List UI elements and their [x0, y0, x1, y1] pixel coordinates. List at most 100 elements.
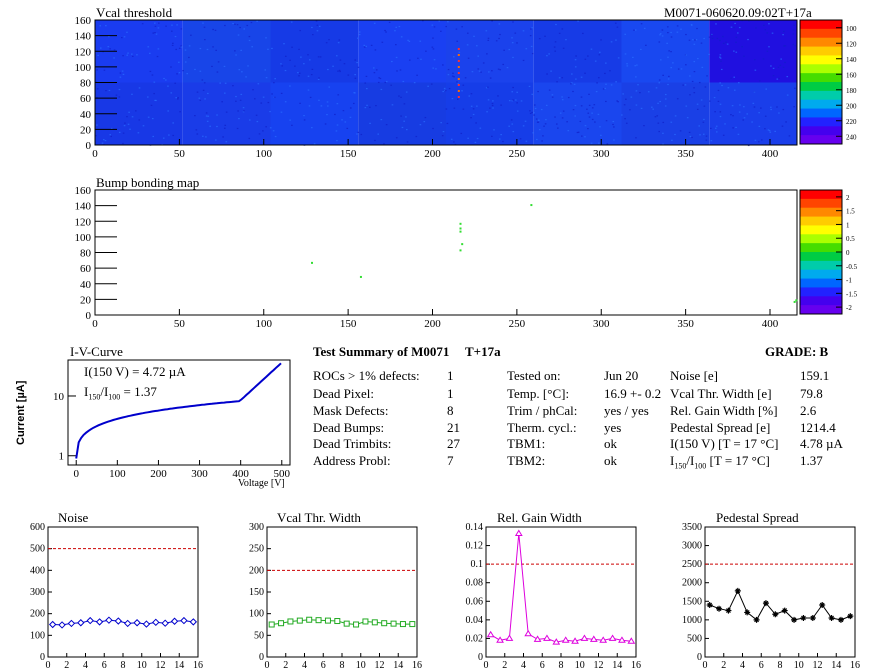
pixel-speckle [248, 119, 251, 121]
data-point [819, 602, 826, 608]
pixel-speckle [613, 126, 615, 128]
summary-label: Tested on: [507, 368, 561, 383]
pixel-speckle [454, 143, 457, 146]
pixel-speckle [221, 101, 223, 103]
pixel-speckle [176, 73, 178, 75]
pixel-speckle [746, 113, 749, 115]
pixel-speckle [357, 66, 360, 68]
pixel-speckle [258, 133, 261, 135]
pixel-speckle [605, 100, 607, 103]
pixel-speckle [577, 131, 580, 133]
pixel-speckle [157, 48, 160, 50]
pixel-speckle [150, 104, 153, 106]
data-point [67, 619, 76, 628]
pixel-speckle [243, 110, 245, 112]
pixel-speckle [222, 136, 224, 138]
pixel-speckle [764, 128, 766, 130]
dead-bump [311, 261, 313, 264]
pixel-speckle [696, 103, 699, 105]
pixel-speckle [316, 24, 319, 26]
data-point [627, 637, 636, 644]
data-point [618, 636, 626, 643]
palette-band [800, 90, 842, 101]
pixel-speckle [135, 110, 137, 112]
pixel-speckle [555, 123, 558, 125]
pixel-speckle [554, 41, 557, 43]
pixel-speckle [758, 112, 760, 114]
pixel-speckle [153, 81, 156, 83]
pixel-speckle [120, 36, 123, 39]
pixel-speckle [224, 82, 227, 84]
y-tick-label: 100 [30, 630, 45, 641]
pixel-speckle [710, 34, 713, 36]
pixel-speckle [514, 32, 517, 34]
data-point [837, 616, 844, 623]
pixel-speckle [478, 70, 481, 72]
pixel-speckle [667, 83, 669, 86]
roc-tile [358, 20, 446, 83]
pixel-speckle [765, 88, 768, 90]
data-point [496, 636, 504, 643]
pixel-speckle [235, 95, 237, 98]
pixel-speckle [511, 100, 514, 102]
pixel-speckle [470, 105, 473, 107]
pixel-speckle [327, 105, 329, 107]
pixel-speckle [733, 26, 735, 29]
pixel-speckle [468, 95, 471, 97]
pixel-speckle [142, 125, 145, 127]
pixel-speckle [629, 109, 631, 111]
palette-band [800, 117, 842, 127]
data-point [95, 618, 104, 626]
summary-value: ok [604, 436, 617, 451]
pixel-speckle [264, 69, 267, 71]
pixel-speckle [647, 91, 650, 93]
chart-2: 0 2 4 6 8 10 12 14 16 0 0.02 0.04 0.06 0.08 0.1 0.12 0.1… [466, 522, 642, 671]
pixel-speckle [199, 70, 202, 72]
pixel-speckle [512, 130, 515, 133]
x-tick-label: 150 [340, 148, 357, 160]
pixel-speckle [693, 87, 695, 89]
palette-band [800, 108, 842, 118]
pixel-speckle [674, 133, 676, 136]
x-tick-label: 4 [83, 660, 88, 671]
pixel-speckle [211, 65, 213, 68]
pixel-speckle [247, 65, 249, 67]
pixel-speckle [337, 70, 339, 72]
pixel-speckle [715, 131, 718, 133]
pixel-speckle [372, 67, 375, 69]
pixel-speckle [239, 26, 241, 29]
iv-curve-plot: 0 100 200 300 400 500 1 10 [53, 359, 291, 480]
pixel-speckle [624, 53, 627, 55]
pixel-speckle [289, 119, 291, 121]
y-tick-label: 0.04 [466, 615, 484, 626]
pixel-speckle [325, 42, 328, 44]
pixel-speckle [762, 58, 765, 60]
pixel-speckle [714, 111, 716, 113]
hot-pixel [457, 78, 460, 80]
pixel-speckle [584, 72, 586, 74]
x-tick-label: 10 [794, 660, 804, 671]
pixel-speckle [248, 39, 251, 42]
pixel-speckle [580, 96, 583, 98]
pixel-speckle [479, 127, 482, 129]
palette-label: 1 [846, 221, 850, 229]
pixel-speckle [128, 111, 130, 113]
summary-value: 2.6 [800, 403, 817, 418]
pixel-speckle [152, 135, 155, 138]
pixel-speckle [561, 96, 563, 98]
pixel-speckle [699, 134, 701, 136]
pixel-speckle [554, 116, 556, 118]
pixel-speckle [508, 125, 510, 127]
pixel-speckle [491, 70, 493, 72]
pixel-speckle [735, 36, 738, 38]
pixel-speckle [447, 74, 450, 76]
pixel-speckle [366, 104, 368, 106]
pixel-speckle [511, 123, 514, 125]
pixel-speckle [406, 129, 408, 131]
pixel-speckle [178, 72, 181, 74]
pixel-speckle [580, 76, 583, 78]
pixel-speckle [269, 110, 271, 113]
pixel-speckle [695, 39, 698, 41]
y-tick-label: 60 [80, 93, 92, 105]
